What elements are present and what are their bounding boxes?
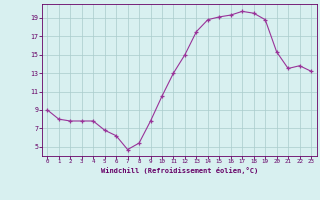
X-axis label: Windchill (Refroidissement éolien,°C): Windchill (Refroidissement éolien,°C) (100, 167, 258, 174)
